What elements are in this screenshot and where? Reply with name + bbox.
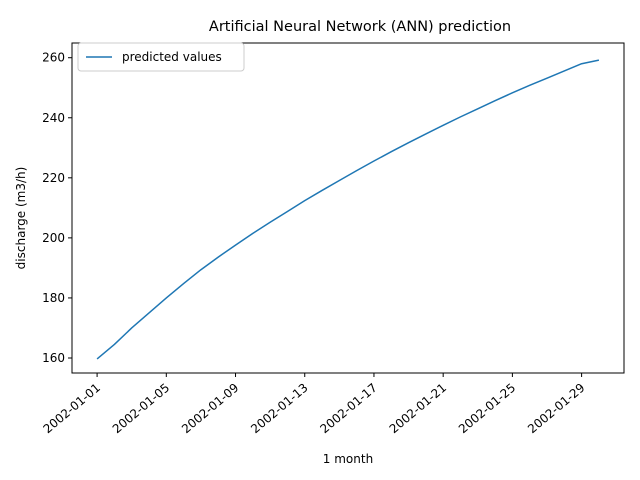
legend-box — [77, 42, 245, 72]
y-tick-label: 200 — [42, 231, 65, 245]
series-line — [96, 59, 600, 360]
y-tick-label: 240 — [42, 111, 65, 125]
plot-frame — [71, 42, 625, 374]
y-tick-label: 260 — [42, 51, 65, 65]
series-layer — [96, 59, 600, 360]
y-tick-label: 160 — [42, 351, 65, 365]
y-tick-label: 220 — [42, 171, 65, 185]
legend-label: predicted values — [122, 50, 222, 64]
legend: predicted values — [77, 42, 245, 72]
y-tick-label: 180 — [42, 291, 65, 305]
y-axis-label: discharge (m3/h) — [14, 167, 28, 270]
x-axis-label: 1 month — [323, 452, 373, 466]
chart-title: Artificial Neural Network (ANN) predicti… — [209, 19, 511, 35]
